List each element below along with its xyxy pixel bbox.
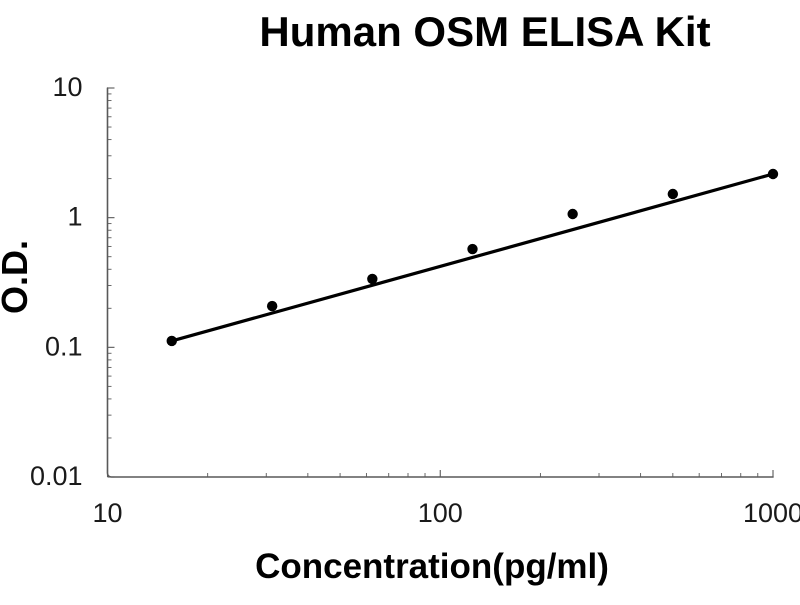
svg-text:1000: 1000 [743,498,800,528]
svg-text:100: 100 [418,498,463,528]
svg-text:1: 1 [67,202,82,232]
svg-text:Concentration(pg/ml): Concentration(pg/ml) [255,547,609,586]
svg-text:10: 10 [92,498,122,528]
svg-text:0.1: 0.1 [45,331,83,361]
svg-text:O.D.: O.D. [0,240,35,314]
svg-text:Human OSM ELISA Kit: Human OSM ELISA Kit [259,8,710,55]
svg-text:10: 10 [52,72,82,102]
svg-text:0.01: 0.01 [30,461,83,491]
